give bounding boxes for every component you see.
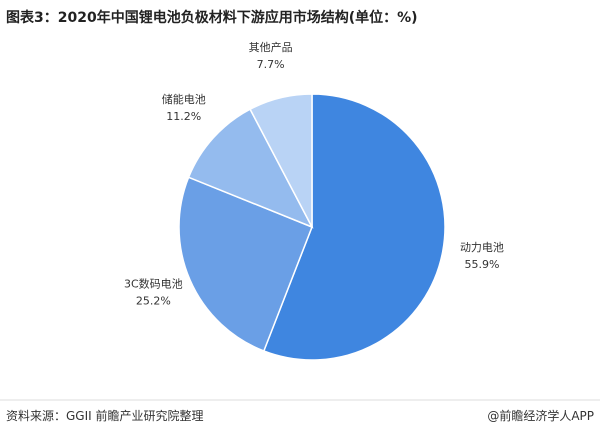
value-label: 55.9% <box>464 258 499 271</box>
pie-slice <box>262 93 446 361</box>
slice-label: 动力电池 <box>460 241 504 254</box>
source: 资料来源：GGII 前瞻产业研究院整理 <box>6 408 204 423</box>
value-label: 25.2% <box>136 295 171 308</box>
value-label: 7.7% <box>257 58 285 71</box>
slice-label: 3C数码电池 <box>124 278 183 291</box>
slice-label: 储能电池 <box>162 92 206 106</box>
value-label: 11.2% <box>166 110 201 123</box>
chart-title: 图表3：2020年中国锂电池负极材料下游应用市场结构(单位：%) <box>6 9 418 26</box>
brand: @前瞻经济学人APP <box>487 408 594 423</box>
pie-slice <box>178 176 313 352</box>
pie-slice <box>187 108 314 229</box>
pie-slice <box>249 93 313 228</box>
slice-label: 其他产品 <box>249 40 293 54</box>
